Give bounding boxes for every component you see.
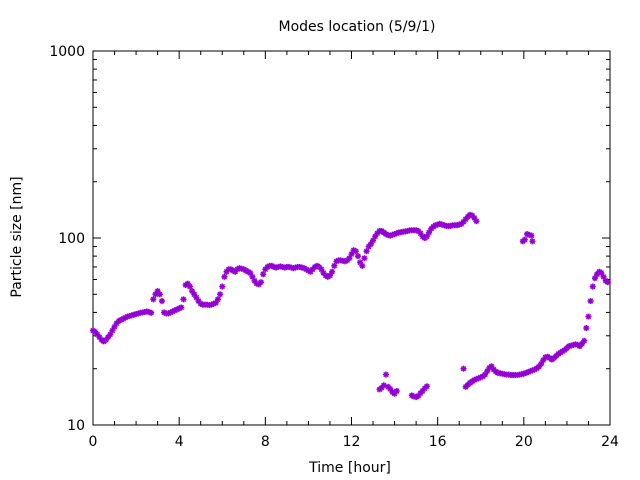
data-point — [214, 296, 221, 303]
x-axis: 0 4 8 12 16 20 24 — [89, 51, 619, 450]
x-tick-label: 24 — [601, 434, 619, 450]
data-point — [529, 238, 536, 245]
data-point — [363, 248, 370, 255]
data-point — [186, 283, 193, 290]
data-point — [589, 283, 596, 290]
data-point — [352, 248, 359, 255]
y-axis-label: Particle size [nm] — [9, 176, 25, 297]
data-point — [359, 262, 366, 269]
data-point — [150, 296, 157, 303]
data-point — [361, 255, 368, 262]
x-tick-label: 4 — [175, 434, 184, 450]
data-point — [423, 383, 430, 390]
data-point — [473, 218, 480, 225]
x-tick-label: 16 — [429, 434, 447, 450]
y-axis: 10 100 1000 — [49, 44, 610, 434]
x-tick-label: 8 — [261, 434, 270, 450]
y-tick-label: 1000 — [49, 44, 85, 60]
data-point — [219, 283, 226, 290]
data-point — [221, 273, 228, 280]
data-point — [260, 271, 267, 278]
data-point — [178, 304, 185, 311]
chart-title: Modes location (5/9/1) — [279, 19, 436, 35]
data-point — [604, 279, 611, 286]
y-tick-label: 100 — [58, 231, 85, 247]
data-point — [217, 291, 224, 298]
data-point — [148, 309, 155, 316]
data-point — [156, 291, 163, 298]
data-point — [258, 279, 265, 286]
x-tick-label: 12 — [343, 434, 361, 450]
x-axis-label: Time [hour] — [308, 460, 391, 476]
data-point — [180, 296, 187, 303]
data-point — [587, 298, 594, 305]
data-point — [460, 365, 467, 372]
data-point — [158, 298, 165, 305]
x-tick-label: 0 — [89, 434, 98, 450]
data-point — [581, 337, 588, 344]
data-point — [583, 325, 590, 332]
data-point — [585, 313, 592, 320]
data-point — [382, 371, 389, 378]
y-tick-label: 10 — [67, 418, 85, 434]
data-point — [354, 253, 361, 260]
data-points — [90, 211, 611, 401]
data-point — [521, 236, 528, 243]
data-point — [528, 232, 535, 239]
x-tick-label: 20 — [515, 434, 533, 450]
data-point — [393, 387, 400, 394]
data-point — [329, 268, 336, 275]
